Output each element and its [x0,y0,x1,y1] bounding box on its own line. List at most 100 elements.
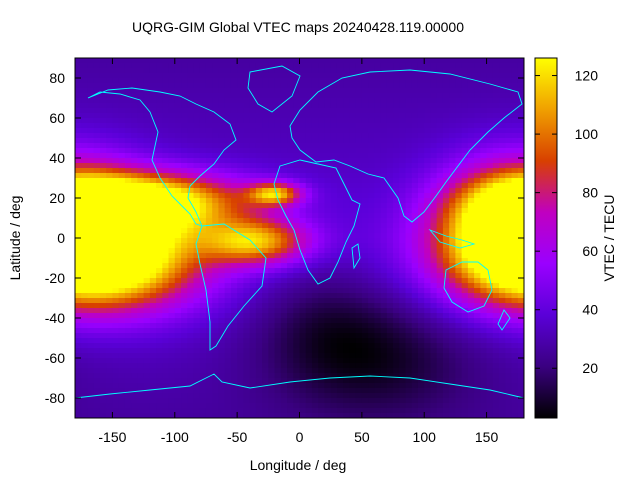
heatmap-cell [336,333,344,339]
heatmap-cell [262,398,269,404]
heatmap-cell [287,293,294,299]
heatmap-cell [505,273,513,279]
heatmap-cell [143,398,151,404]
heatmap-cell [474,183,481,189]
heatmap-cell [480,63,488,69]
heatmap-cell [81,398,89,404]
heatmap-cell [393,238,400,244]
heatmap-cell [149,333,157,339]
heatmap-cell [424,93,432,99]
heatmap-cell [424,173,432,179]
heatmap-cell [193,133,201,139]
heatmap-cell [255,228,263,234]
heatmap-cell [455,218,463,224]
heatmap-cell [187,118,195,124]
heatmap-cell [243,58,251,64]
heatmap-cell [368,363,375,369]
heatmap-cell [230,233,238,239]
heatmap-cell [143,253,151,259]
heatmap-cell [480,318,488,324]
heatmap-cell [417,353,425,359]
heatmap-cell [311,228,319,234]
heatmap-cell [474,223,481,229]
heatmap-cell [324,268,332,274]
heatmap-cell [349,148,357,154]
heatmap-cell [480,398,488,404]
heatmap-cell [399,163,407,169]
heatmap-cell [349,273,357,279]
heatmap-cell [455,313,463,319]
heatmap-cell [424,153,432,159]
heatmap-cell [143,338,151,344]
heatmap-cell [299,88,307,94]
heatmap-cell [205,58,213,64]
heatmap-cell [336,368,344,374]
heatmap-cell [199,228,207,234]
heatmap-cell [224,198,232,204]
heatmap-cell [274,348,282,354]
heatmap-cell [156,108,163,114]
heatmap-cell [174,243,182,249]
heatmap-cell [212,268,220,274]
heatmap-cell [255,313,263,319]
heatmap-cell [181,333,188,339]
heatmap-cell [106,78,114,84]
heatmap-cell [168,168,176,174]
heatmap-cell [455,298,463,304]
heatmap-cell [299,103,307,109]
heatmap-cell [149,298,157,304]
heatmap-cell [137,313,145,319]
heatmap-cell [249,153,257,159]
heatmap-cell [262,113,269,119]
heatmap-cell [218,148,226,154]
heatmap-cell [299,358,307,364]
heatmap-cell [355,308,363,314]
heatmap-cell [149,303,157,309]
heatmap-cell [361,328,369,334]
heatmap-cell [187,148,195,154]
heatmap-cell [112,313,120,319]
heatmap-cell [193,168,201,174]
heatmap-cell [205,373,213,379]
heatmap-cell [75,78,82,84]
heatmap-cell [442,258,450,264]
heatmap-cell [436,208,444,214]
heatmap-cell [131,218,138,224]
heatmap-cell [430,158,438,164]
heatmap-cell [492,388,500,394]
heatmap-cell [486,148,494,154]
heatmap-cell [511,233,519,239]
heatmap-cell [511,368,519,374]
heatmap-cell [455,83,463,89]
heatmap-cell [399,63,407,69]
heatmap-cell [355,188,363,194]
heatmap-cell [237,78,244,84]
heatmap-cell [417,273,425,279]
heatmap-cell [199,58,207,64]
heatmap-cell [112,58,120,64]
heatmap-cell [424,323,432,329]
heatmap-cell [75,353,82,359]
heatmap-cell [455,223,463,229]
heatmap-cell [386,283,394,289]
heatmap-cell [87,208,95,214]
heatmap-cell [499,258,506,264]
heatmap-cell [174,268,182,274]
heatmap-cell [106,333,114,339]
heatmap-cell [156,63,163,69]
heatmap-cell [492,203,500,209]
heatmap-cell [511,278,519,284]
heatmap-cell [430,298,438,304]
heatmap-cell [181,143,188,149]
heatmap-cell [336,298,344,304]
heatmap-cell [486,313,494,319]
heatmap-cell [212,333,220,339]
heatmap-cell [149,93,157,99]
heatmap-cell [205,108,213,114]
heatmap-cell [93,318,101,324]
heatmap-cell [399,78,407,84]
heatmap-cell [243,308,251,314]
heatmap-cell [480,173,488,179]
heatmap-cell [424,278,432,284]
heatmap-cell [230,213,238,219]
